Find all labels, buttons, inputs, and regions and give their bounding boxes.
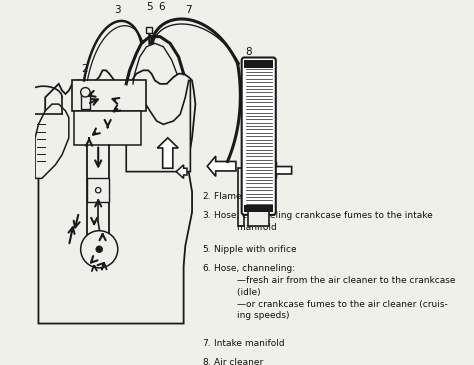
Text: Hose, channeling crankcase fumes to the intake
        manifold: Hose, channeling crankcase fumes to the … (214, 211, 433, 232)
Text: 5.: 5. (202, 245, 211, 254)
Polygon shape (176, 165, 187, 178)
Text: Air cleaner: Air cleaner (214, 358, 263, 365)
Polygon shape (207, 156, 236, 176)
Circle shape (95, 188, 101, 193)
Bar (72, 80, 146, 111)
Text: 8.: 8. (202, 358, 211, 365)
Text: 8: 8 (245, 47, 252, 57)
FancyBboxPatch shape (242, 58, 276, 215)
Text: 7.: 7. (202, 339, 211, 348)
Polygon shape (270, 162, 292, 178)
Circle shape (81, 231, 118, 268)
Bar (248, 211, 269, 226)
Text: 6.: 6. (202, 264, 211, 273)
Circle shape (96, 246, 102, 253)
Text: 3.: 3. (202, 211, 211, 220)
Bar (87, 178, 109, 202)
Text: Hose, channeling:
        —fresh air from the air cleaner to the crankcase
     : Hose, channeling: —fresh air from the ai… (214, 264, 456, 320)
Text: 2: 2 (82, 64, 88, 74)
Text: 7: 7 (185, 5, 192, 15)
Bar (146, 27, 152, 33)
Polygon shape (35, 104, 69, 178)
Polygon shape (237, 168, 245, 226)
Bar (245, 60, 273, 68)
Text: 6: 6 (158, 2, 165, 12)
Bar (245, 205, 273, 212)
Text: 2.: 2. (202, 192, 210, 201)
Polygon shape (157, 138, 178, 168)
Polygon shape (126, 80, 191, 172)
Text: Nipple with orifice: Nipple with orifice (214, 245, 297, 254)
Text: Flame guard: Flame guard (214, 192, 271, 201)
Text: 3: 3 (115, 5, 121, 15)
Bar (81, 92, 90, 109)
Bar (74, 111, 141, 145)
Text: Intake manifold: Intake manifold (214, 339, 284, 348)
Polygon shape (38, 70, 195, 323)
Text: 5: 5 (146, 2, 153, 12)
Circle shape (81, 88, 90, 97)
